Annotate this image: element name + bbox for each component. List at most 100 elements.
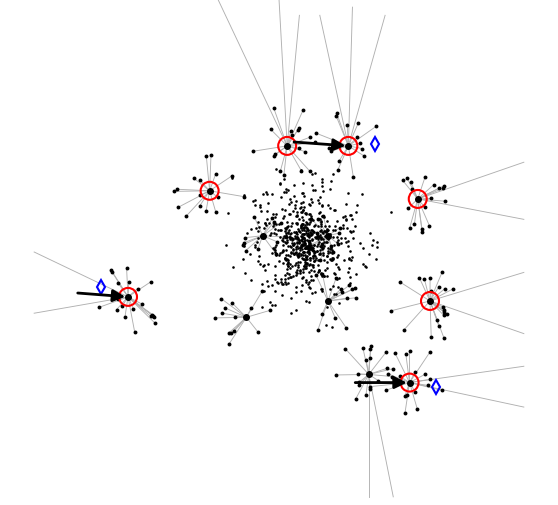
Point: [281, 271, 290, 279]
Point: [320, 239, 329, 247]
Point: [304, 226, 312, 234]
Point: [273, 226, 282, 234]
Point: [325, 248, 334, 257]
Point: [325, 186, 334, 194]
Point: [315, 231, 324, 239]
Point: [346, 247, 355, 256]
Point: [302, 242, 311, 250]
Point: [307, 272, 316, 280]
Point: [316, 233, 325, 241]
Point: [302, 242, 311, 250]
Point: [295, 228, 304, 236]
Point: [325, 222, 334, 230]
Point: [270, 246, 278, 254]
Point: [294, 234, 302, 242]
Point: [295, 245, 304, 253]
Point: [274, 280, 283, 288]
Point: [326, 204, 335, 212]
Point: [279, 242, 288, 250]
Point: [284, 226, 293, 234]
Point: [297, 240, 306, 248]
Point: [330, 223, 339, 231]
Point: [300, 226, 309, 234]
Point: [294, 250, 303, 259]
Point: [317, 176, 326, 184]
Point: [315, 210, 324, 218]
Point: [308, 264, 317, 272]
Point: [339, 214, 348, 222]
Point: [282, 251, 291, 260]
Point: [271, 272, 280, 280]
Point: [292, 244, 301, 252]
Point: [299, 249, 307, 257]
Point: [312, 247, 321, 256]
Point: [294, 251, 302, 259]
Point: [307, 231, 316, 239]
Point: [332, 290, 341, 298]
Point: [318, 179, 326, 187]
Point: [321, 322, 330, 330]
Point: [288, 242, 297, 250]
Point: [329, 256, 338, 264]
Point: [345, 273, 354, 281]
Point: [307, 229, 316, 237]
Point: [339, 224, 348, 232]
Point: [304, 230, 313, 238]
Point: [288, 246, 297, 254]
Point: [306, 285, 315, 293]
Point: [300, 234, 309, 242]
Point: [292, 238, 301, 246]
Point: [287, 274, 296, 282]
Point: [275, 179, 284, 187]
Point: [292, 220, 301, 228]
Point: [328, 257, 336, 265]
Point: [305, 239, 314, 247]
Point: [299, 248, 307, 257]
Point: [299, 269, 307, 277]
Point: [292, 251, 301, 259]
Point: [302, 263, 311, 271]
Point: [324, 201, 333, 210]
Point: [287, 237, 296, 245]
Point: [271, 247, 280, 255]
Point: [309, 246, 318, 255]
Point: [296, 205, 305, 213]
Point: [223, 209, 232, 217]
Point: [328, 255, 336, 263]
Point: [304, 216, 313, 224]
Point: [268, 244, 277, 252]
Point: [306, 255, 315, 263]
Point: [297, 255, 306, 263]
Point: [260, 219, 269, 227]
Point: [316, 219, 325, 227]
Point: [298, 242, 307, 250]
Point: [355, 239, 364, 247]
Point: [299, 251, 307, 259]
Point: [300, 234, 309, 242]
Point: [307, 244, 316, 252]
Point: [300, 264, 309, 272]
Point: [271, 301, 280, 310]
Point: [344, 255, 353, 263]
Point: [324, 247, 333, 256]
Point: [324, 249, 333, 258]
Point: [316, 243, 325, 251]
Point: [290, 240, 299, 248]
Point: [286, 294, 295, 302]
Point: [311, 289, 320, 297]
Point: [326, 257, 335, 265]
Point: [298, 256, 307, 264]
Point: [290, 239, 299, 247]
Point: [316, 249, 325, 257]
Point: [323, 265, 331, 273]
Point: [299, 225, 307, 233]
Point: [305, 232, 314, 240]
Point: [259, 190, 268, 198]
Point: [305, 228, 314, 236]
Point: [275, 258, 284, 266]
Point: [282, 238, 291, 246]
Point: [344, 255, 353, 263]
Point: [286, 230, 295, 238]
Point: [279, 259, 288, 267]
Point: [261, 188, 270, 196]
